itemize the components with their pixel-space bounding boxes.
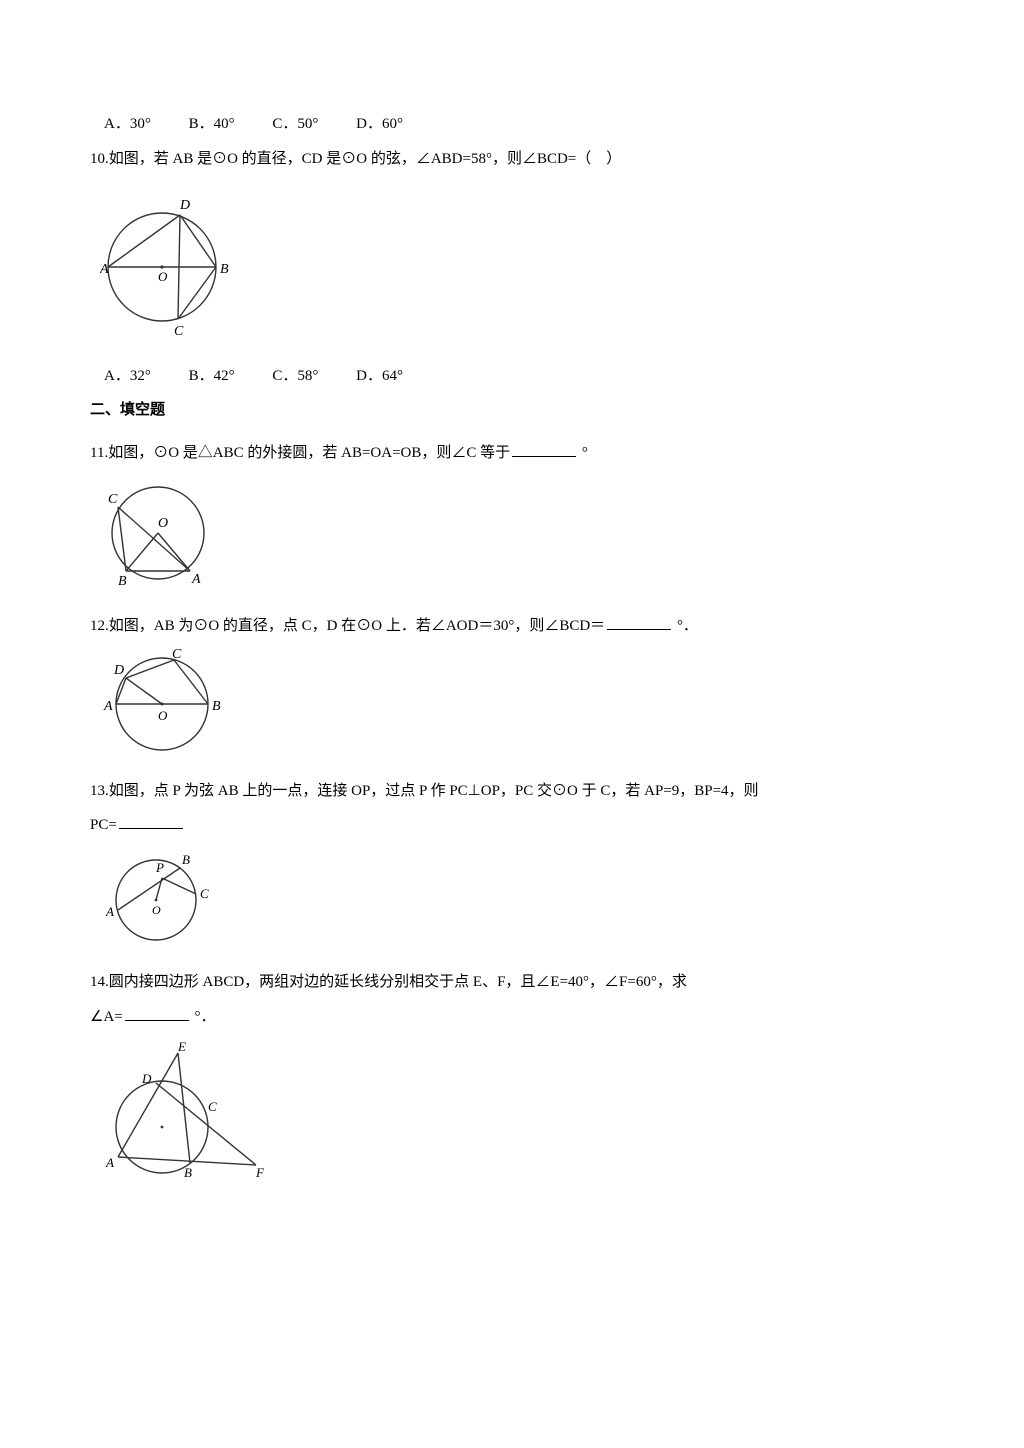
q14-line2-suffix: °． bbox=[191, 1009, 216, 1025]
q13-line2: PC= bbox=[90, 811, 934, 840]
q11-stem: 11.如图，⊙O 是△ABC 的外接圆，若 AB=OA=OB，则∠C 等于 ° bbox=[90, 439, 934, 468]
svg-text:B: B bbox=[212, 699, 221, 714]
q10-choice-b: B．42° bbox=[189, 362, 235, 391]
q12-stem: 12.如图，AB 为⊙O 的直径，点 C，D 在⊙O 上．若∠AOD＝30°，则… bbox=[90, 612, 934, 641]
svg-text:F: F bbox=[255, 1165, 265, 1180]
q14-line2-prefix: ∠A= bbox=[90, 1009, 123, 1025]
svg-text:A: A bbox=[105, 1155, 114, 1170]
q14-svg: A B C D E F bbox=[100, 1039, 280, 1189]
svg-text:O: O bbox=[158, 269, 168, 284]
q9-choices: A．30° B．40° C．50° D．60° bbox=[90, 110, 934, 139]
q13-blank bbox=[119, 813, 183, 830]
q9-choice-c: C．50° bbox=[272, 110, 318, 139]
svg-text:A: A bbox=[105, 904, 114, 919]
section-2-title: 二、填空题 bbox=[90, 396, 934, 425]
svg-text:A: A bbox=[100, 262, 109, 277]
svg-text:B: B bbox=[118, 574, 127, 589]
q11-stem-suffix: ° bbox=[578, 445, 588, 461]
svg-text:O: O bbox=[152, 903, 161, 917]
q14-blank bbox=[125, 1004, 189, 1021]
svg-text:C: C bbox=[174, 324, 184, 339]
q10-stem: 10.如图，若 AB 是⊙O 的直径，CD 是⊙O 的弦，∠ABD=58°，则∠… bbox=[90, 145, 934, 174]
q10-choice-c: C．58° bbox=[272, 362, 318, 391]
q10-figure: A B D C O bbox=[100, 195, 934, 356]
q9-choice-a: A．30° bbox=[104, 110, 151, 139]
q10-choice-a: A．32° bbox=[104, 362, 151, 391]
svg-text:B: B bbox=[182, 852, 190, 867]
q13-figure: A B P C O bbox=[100, 848, 934, 963]
svg-text:E: E bbox=[177, 1039, 186, 1054]
q12-stem-prefix: 12.如图，AB 为⊙O 的直径，点 C，D 在⊙O 上．若∠AOD＝30°，则… bbox=[90, 618, 605, 634]
svg-text:D: D bbox=[141, 1071, 152, 1086]
q12-blank bbox=[607, 613, 671, 630]
q9-choice-b: B．40° bbox=[189, 110, 235, 139]
q9-choice-d: D．60° bbox=[356, 110, 403, 139]
q12-stem-suffix: °． bbox=[673, 618, 698, 634]
svg-text:A: A bbox=[191, 572, 201, 587]
svg-text:A: A bbox=[103, 699, 113, 714]
svg-text:O: O bbox=[158, 516, 168, 531]
svg-text:C: C bbox=[208, 1099, 217, 1114]
svg-text:O: O bbox=[158, 708, 168, 723]
svg-text:C: C bbox=[172, 648, 182, 662]
q10-choices: A．32° B．42° C．58° D．64° bbox=[90, 362, 934, 391]
svg-text:C: C bbox=[108, 492, 118, 507]
q12-figure: A B D C O bbox=[100, 648, 934, 771]
q13-svg: A B P C O bbox=[100, 848, 230, 952]
q13-stem: 13.如图，点 P 为弦 AB 上的一点，连接 OP，过点 P 作 PC⊥OP，… bbox=[90, 777, 934, 806]
q11-figure: C O A B bbox=[100, 475, 934, 606]
svg-text:B: B bbox=[184, 1165, 192, 1180]
q14-stem: 14.圆内接四边形 ABCD，两组对边的延长线分别相交于点 E、F，且∠E=40… bbox=[90, 968, 934, 997]
q12-svg: A B D C O bbox=[100, 648, 240, 760]
q13-line2-prefix: PC= bbox=[90, 817, 117, 833]
svg-text:C: C bbox=[200, 886, 209, 901]
svg-text:D: D bbox=[179, 198, 190, 213]
svg-text:B: B bbox=[220, 262, 229, 277]
q10-svg: A B D C O bbox=[100, 195, 250, 345]
q14-line2: ∠A= °． bbox=[90, 1003, 934, 1032]
q10-choice-d: D．64° bbox=[356, 362, 403, 391]
svg-text:P: P bbox=[155, 860, 164, 875]
q11-blank bbox=[512, 440, 576, 457]
svg-text:D: D bbox=[113, 663, 124, 678]
q11-svg: C O A B bbox=[100, 475, 230, 595]
q14-figure: A B C D E F bbox=[100, 1039, 934, 1200]
q11-stem-prefix: 11.如图，⊙O 是△ABC 的外接圆，若 AB=OA=OB，则∠C 等于 bbox=[90, 445, 510, 461]
